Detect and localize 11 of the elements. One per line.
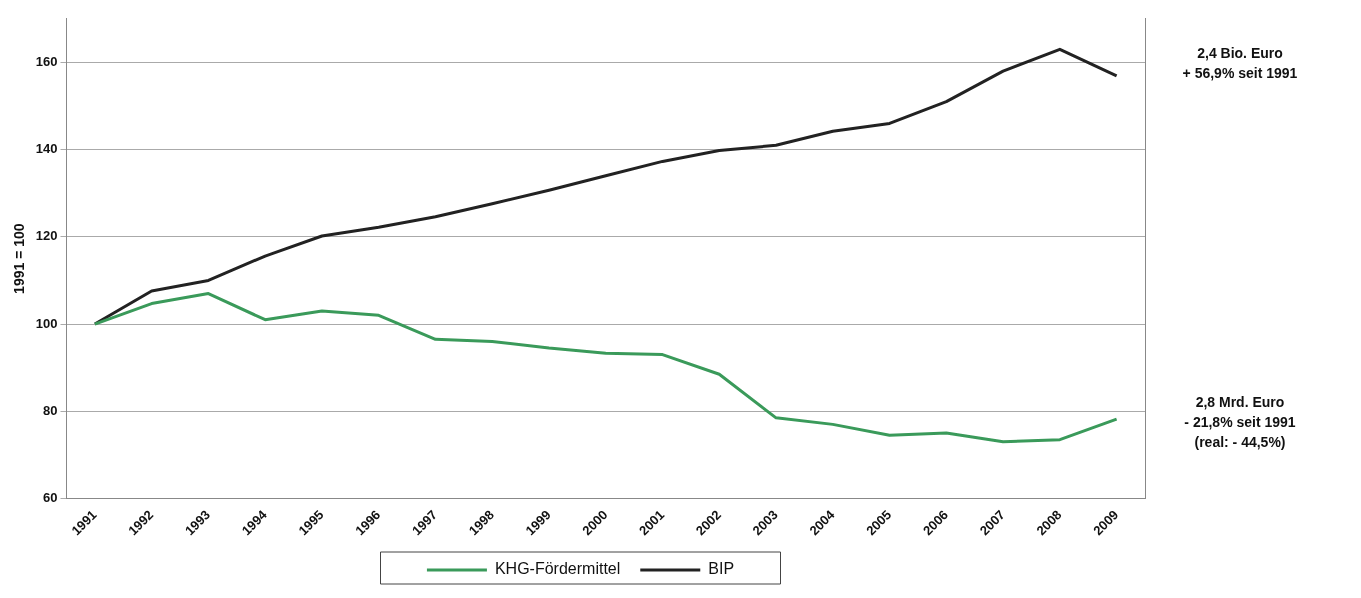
legend-label: BIP bbox=[708, 560, 735, 578]
y-tick-label: 100 bbox=[35, 315, 58, 331]
y-tick-label: 60 bbox=[43, 490, 58, 506]
y-tick-label: 160 bbox=[35, 53, 58, 69]
text: 2,8 Mrd. Euro - 21,8% seit 1991 (real: - 44,5%) bbox=[1184, 394, 1296, 451]
y-tick-label: 80 bbox=[43, 402, 58, 418]
y-tick-label: 140 bbox=[35, 141, 58, 157]
legend-label: KHG-Fördermittel bbox=[494, 560, 621, 578]
y-axis-title: 1991 = 100 bbox=[11, 223, 28, 294]
text: 2,4 Bio. Euro + 56,9% seit 1991 bbox=[1182, 44, 1298, 81]
y-tick-label: 120 bbox=[35, 228, 58, 244]
